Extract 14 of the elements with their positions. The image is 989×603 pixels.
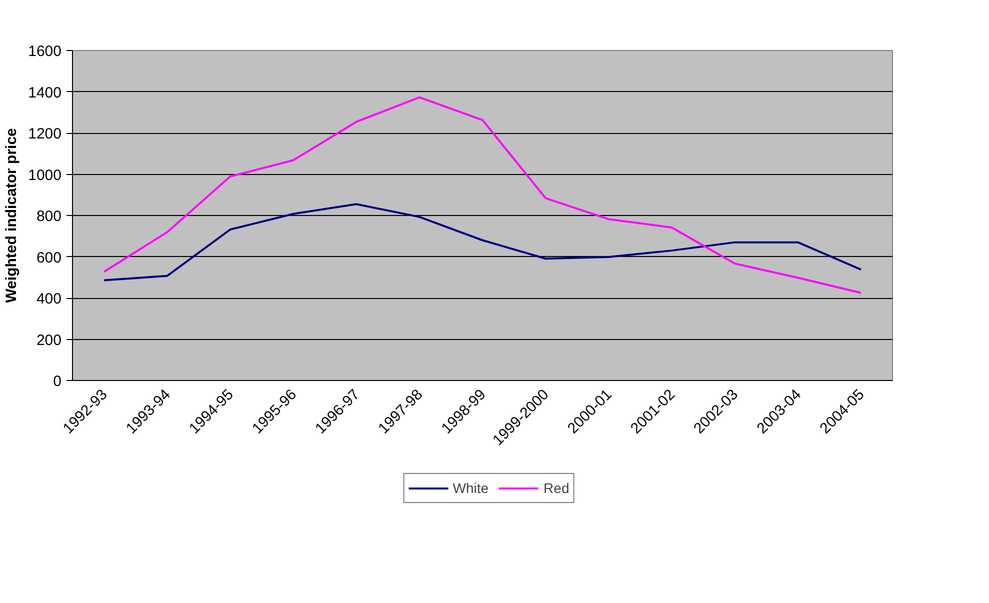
- line-series: [103, 203, 862, 282]
- y-tick-label: 800: [36, 208, 62, 225]
- y-tick-label: 1400: [28, 84, 62, 102]
- y-tick-label: 200: [36, 332, 62, 349]
- legend-label: White: [452, 480, 489, 496]
- line-series: [103, 96, 862, 294]
- y-axis-title: Weighted indicator price: [3, 128, 20, 303]
- y-tick-label: 1000: [28, 166, 62, 184]
- y-tick-label: 1200: [28, 126, 62, 142]
- y-tick-label: 1600: [28, 43, 62, 60]
- y-tick-label: 600: [36, 249, 62, 266]
- y-tick-label: 0: [53, 373, 62, 390]
- y-tick-label: 400: [36, 290, 62, 308]
- legend-label: Red: [544, 480, 570, 496]
